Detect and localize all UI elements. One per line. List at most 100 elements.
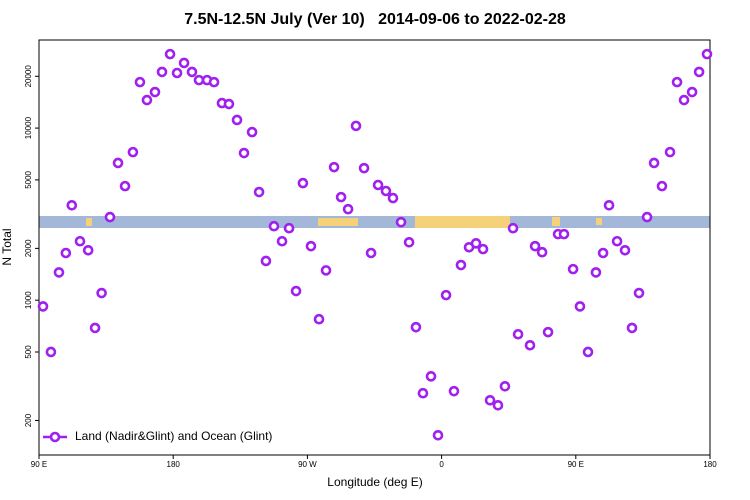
point — [477, 243, 489, 255]
legend-label: Land (Nadir&Glint) and Ocean (Glint) — [75, 429, 272, 443]
point — [507, 222, 519, 234]
point — [297, 177, 309, 189]
y-tick-label: 1000 — [24, 291, 33, 309]
point — [358, 162, 370, 174]
point — [529, 240, 541, 252]
point — [524, 339, 536, 351]
point — [590, 267, 602, 278]
point — [365, 247, 377, 259]
point — [53, 267, 65, 278]
map-strip — [39, 216, 710, 228]
point — [648, 157, 660, 169]
chart-title: 7.5N-12.5N July (Ver 10) 2014-09-06 to 2… — [184, 11, 566, 28]
y-tick-label: 10000 — [24, 116, 33, 139]
point — [276, 235, 288, 247]
point — [693, 66, 705, 78]
point — [512, 328, 524, 340]
point — [626, 322, 638, 334]
point — [455, 259, 467, 271]
point — [60, 247, 72, 259]
point — [574, 301, 586, 312]
x-tick-label: 90 E — [568, 460, 584, 469]
y-tick-label: 20000 — [24, 65, 33, 88]
point — [313, 313, 325, 325]
point — [119, 180, 131, 192]
y-tick-label: 2000 — [24, 239, 33, 257]
point — [223, 98, 235, 110]
point — [208, 76, 220, 88]
point — [567, 263, 579, 275]
legend-marker — [49, 431, 61, 443]
point — [656, 180, 668, 192]
point — [89, 322, 101, 334]
y-tick-label: 5000 — [24, 170, 33, 188]
point — [290, 285, 302, 297]
point — [342, 203, 354, 215]
point — [96, 287, 107, 299]
point — [178, 57, 190, 69]
point — [470, 238, 482, 249]
point — [253, 186, 265, 198]
point — [641, 211, 653, 223]
point — [403, 236, 415, 248]
point — [246, 126, 258, 138]
point — [149, 86, 161, 98]
point — [164, 48, 176, 60]
point — [417, 387, 429, 399]
point — [328, 161, 340, 173]
y-tick-label: 500 — [24, 345, 33, 359]
point — [320, 265, 332, 276]
point — [37, 301, 49, 312]
point — [141, 94, 153, 106]
point — [66, 199, 78, 211]
point — [372, 179, 384, 191]
plot-frame — [38, 39, 711, 456]
point — [283, 222, 295, 234]
x-tick-label: 0 — [439, 460, 444, 469]
point — [425, 371, 437, 382]
point — [380, 185, 392, 197]
point — [619, 244, 631, 256]
y-axis-label: N Total — [0, 228, 14, 265]
point — [678, 94, 690, 106]
point — [350, 120, 362, 132]
point — [671, 76, 683, 88]
point — [82, 244, 94, 256]
point — [231, 114, 243, 126]
point — [582, 346, 594, 358]
point — [597, 247, 609, 259]
point — [305, 240, 317, 252]
point — [134, 76, 146, 88]
x-axis-label: Longitude (deg E) — [327, 475, 422, 489]
point — [156, 66, 168, 78]
y-tick-label: 200 — [24, 413, 33, 427]
point — [499, 380, 511, 392]
point — [238, 147, 250, 159]
point — [686, 86, 698, 98]
point — [448, 385, 460, 397]
point — [633, 287, 645, 299]
point — [112, 157, 124, 169]
point — [335, 191, 347, 203]
point — [664, 146, 676, 158]
point — [74, 235, 86, 247]
x-tick-label: 180 — [703, 460, 717, 469]
point — [387, 192, 399, 204]
point — [701, 48, 713, 60]
point — [410, 321, 422, 333]
point — [440, 289, 452, 301]
point — [186, 66, 198, 78]
point — [104, 211, 116, 223]
x-tick-label: 90 W — [298, 460, 317, 469]
point — [171, 67, 183, 79]
point — [45, 346, 57, 358]
point — [268, 220, 280, 232]
point — [432, 430, 444, 441]
point — [260, 255, 272, 267]
point — [542, 326, 554, 338]
point — [484, 394, 496, 406]
point — [492, 400, 504, 411]
point — [127, 146, 139, 158]
x-tick-label: 180 — [167, 460, 181, 469]
